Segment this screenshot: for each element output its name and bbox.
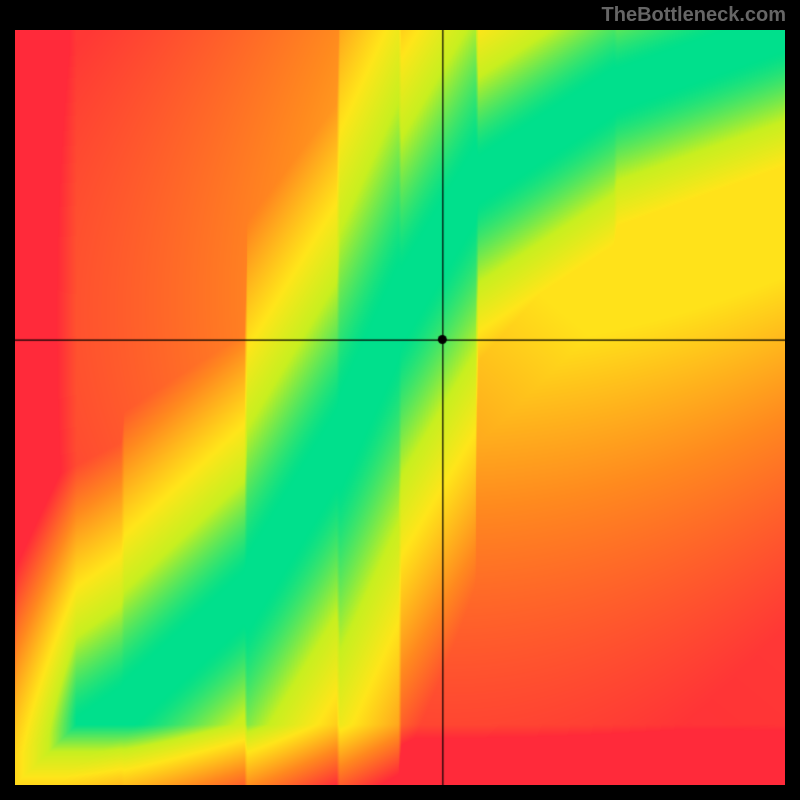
chart-container: TheBottleneck.com (0, 0, 800, 800)
bottleneck-heatmap (15, 30, 785, 785)
watermark-text: TheBottleneck.com (602, 4, 786, 27)
